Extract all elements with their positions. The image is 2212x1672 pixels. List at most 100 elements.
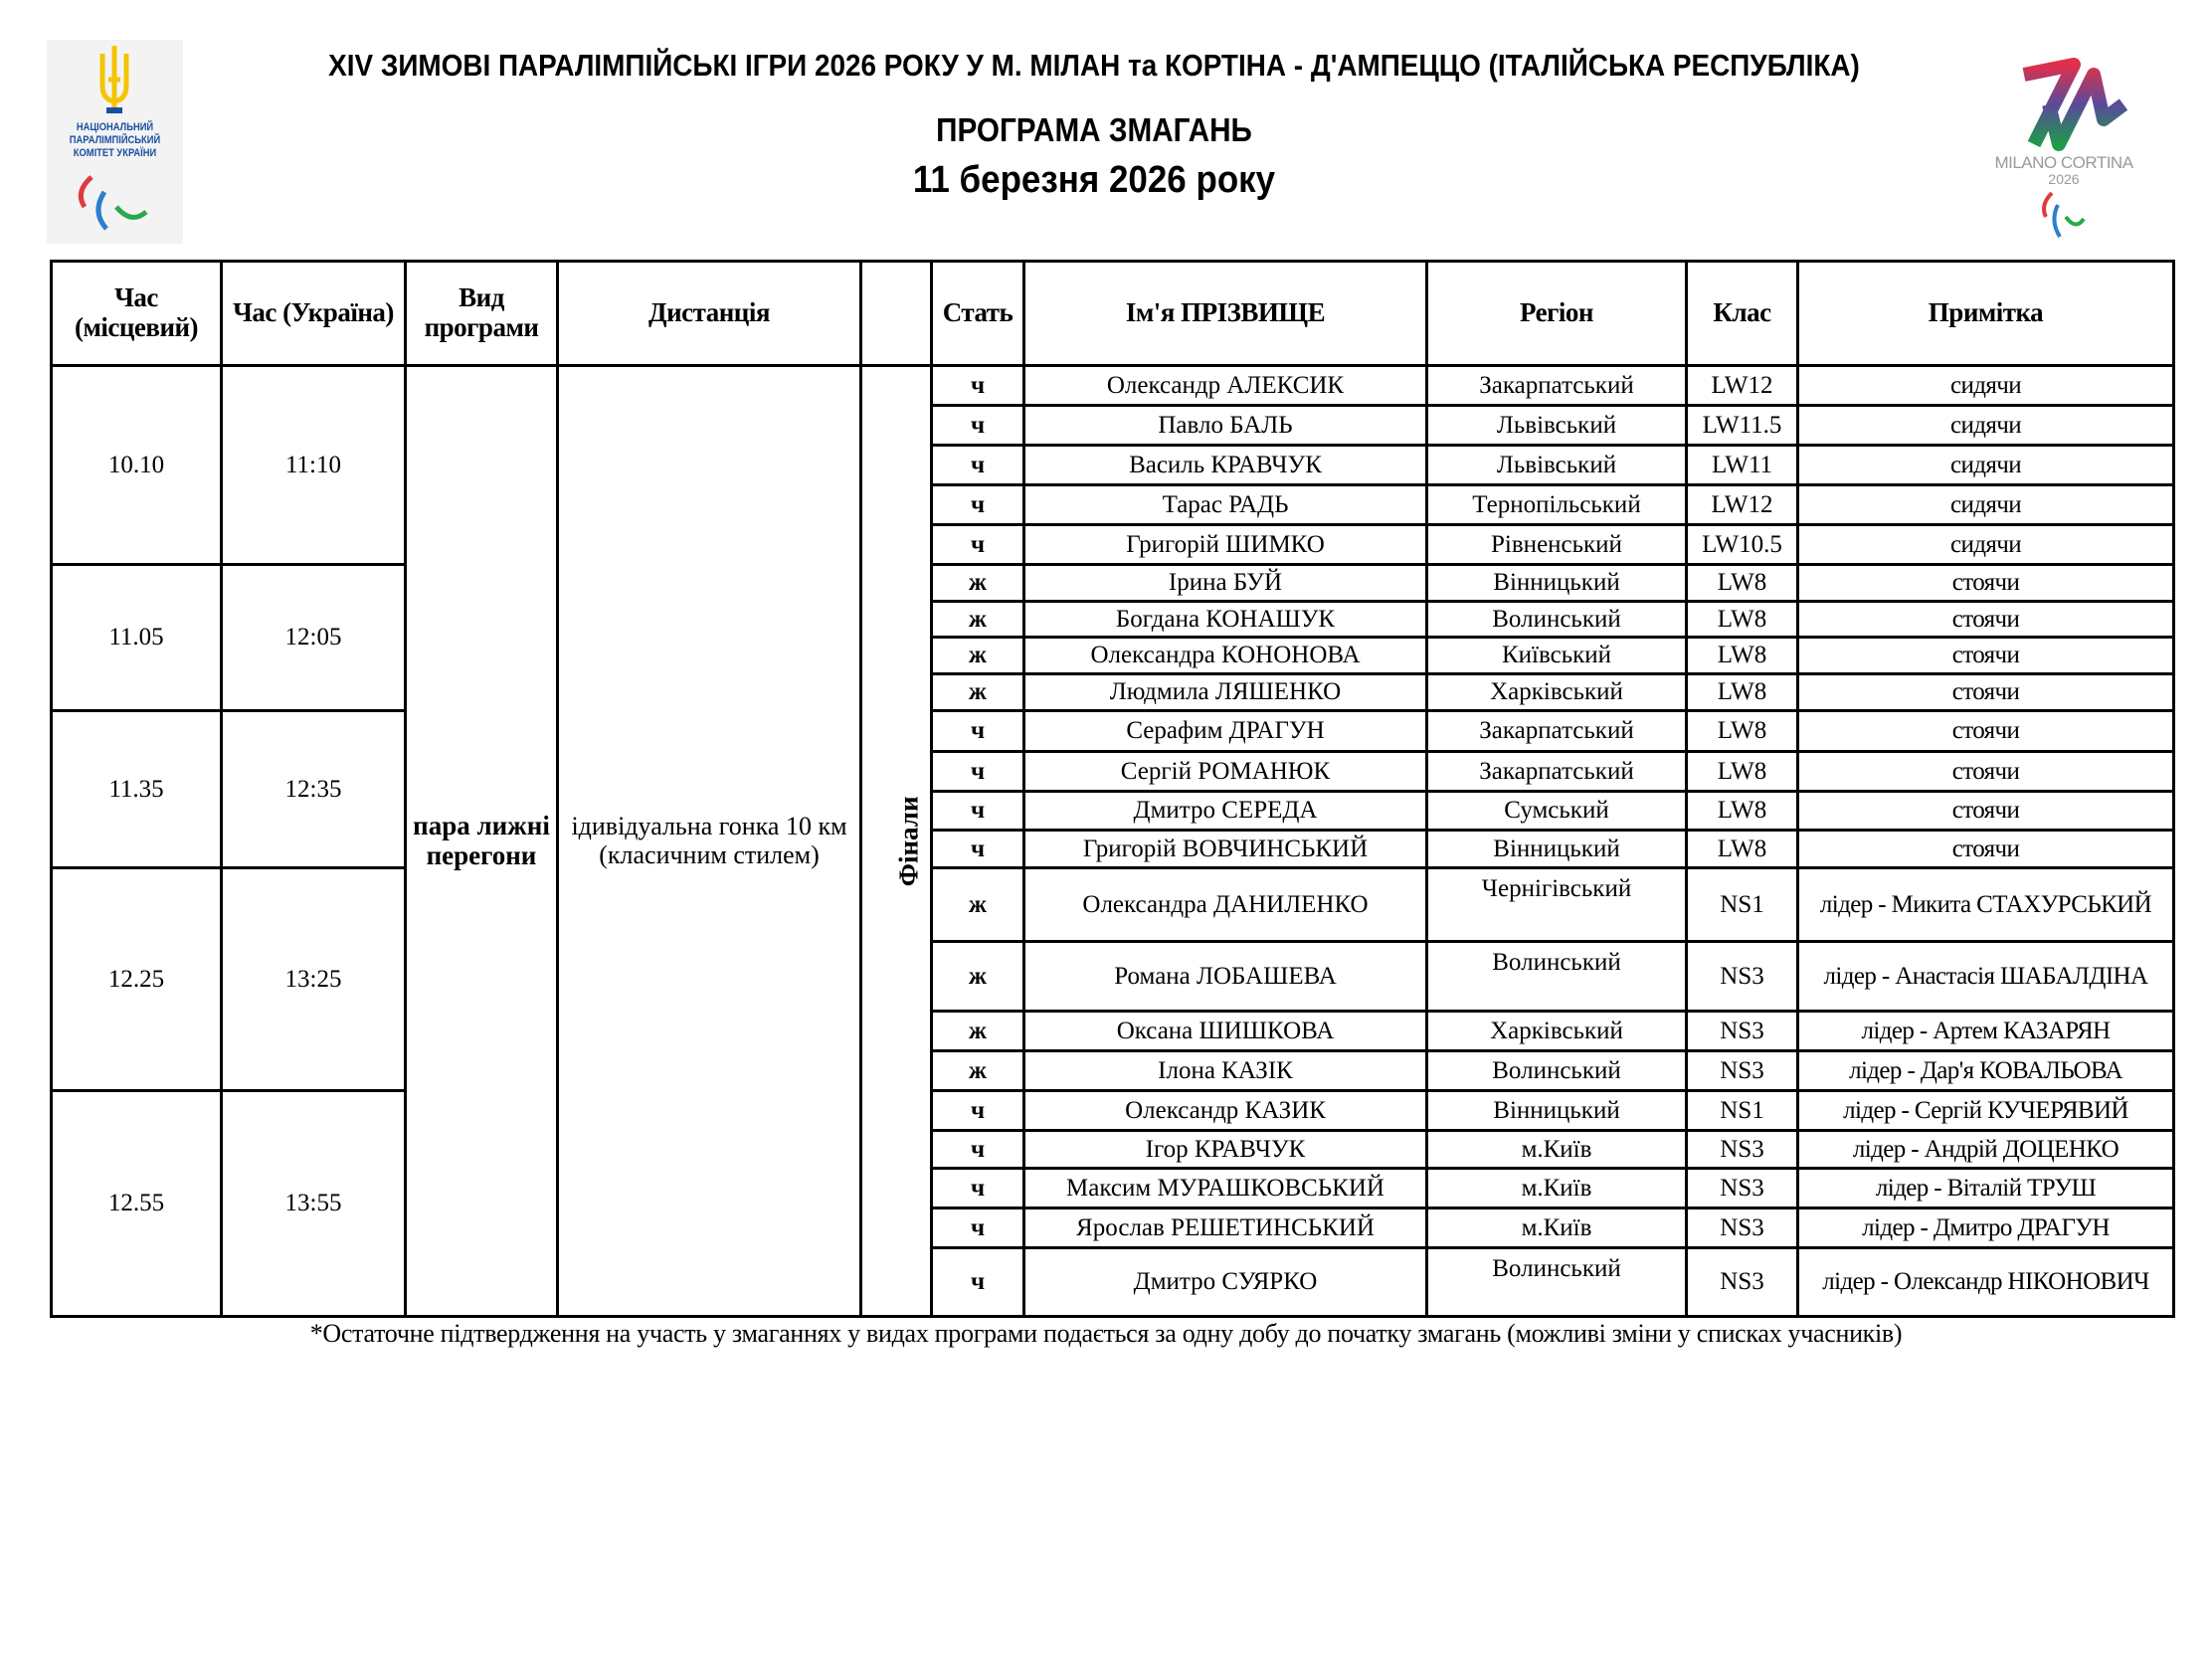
- athlete-name: Василь КРАВЧУК: [1022, 444, 1428, 486]
- note: стоячи: [1796, 636, 2175, 675]
- table-row: ч Григорій ВОВЧИНСЬКИЙ Вінницький LW8 стоячи: [52, 829, 2175, 869]
- class: LW8: [1685, 672, 1799, 712]
- athlete-name: Людмила ЛЯШЕНКО: [1022, 672, 1428, 712]
- table-row: ж Олександра КОНОНОВА Київський LW8 стоячи: [52, 636, 2175, 675]
- athlete-name: Дмитро СЕРЕДА: [1022, 790, 1428, 832]
- note: сидячи: [1796, 523, 2175, 566]
- class: NS1: [1685, 866, 1799, 943]
- table-row: ч Максим МУРАШКОВСЬКИЙ м.Київ NS3 лідер - Ві…: [52, 1167, 2175, 1209]
- region: Харківський: [1425, 672, 1688, 712]
- athlete-name: Богдана КОНАШУК: [1022, 600, 1428, 639]
- sex: ч: [930, 1207, 1025, 1249]
- region: Сумський: [1425, 790, 1688, 832]
- table-row: ж Оксана ШИШКОВА Харківський NS3 лідер - Арт…: [52, 1010, 2175, 1052]
- note: стоячи: [1796, 600, 2175, 639]
- region: Закарпатський: [1425, 364, 1688, 407]
- sex: ж: [930, 940, 1025, 1013]
- note: сидячи: [1796, 364, 2175, 407]
- sex: ч: [930, 709, 1025, 753]
- table-header-row: Час (місцевий) Час (Україна) Вид програми Д…: [50, 260, 2175, 367]
- sex: ж: [930, 1049, 1025, 1092]
- sex: ч: [930, 790, 1025, 832]
- athlete-name: Романа ЛОБАШЕВА: [1022, 940, 1428, 1013]
- sex: ч: [930, 444, 1025, 486]
- time-ukraine: 11:10: [220, 364, 407, 566]
- table-row: 12.25 13:25 ж Олександра ДАНИЛЕНКО Чернігівс…: [50, 866, 2175, 1092]
- region: Тернопільський: [1425, 483, 1688, 526]
- region: Вінницький: [1425, 563, 1688, 603]
- table-row: ч Тарас РАДЬ Тернопільський LW12 сидячи: [52, 483, 2175, 526]
- note: лідер - Олександр НІКОНОВИЧ: [1796, 1246, 2175, 1318]
- table-row: 11.05 12:05 ж Ірина БУЙ Вінницький LW8 стоячи: [50, 563, 2175, 712]
- region: м.Київ: [1425, 1167, 1688, 1209]
- class: NS3: [1685, 1010, 1799, 1052]
- athlete-name: Ілона КАЗІК: [1022, 1049, 1428, 1092]
- header-program: Вид програми: [404, 260, 559, 367]
- milano-cortina-emblem-icon: [2022, 58, 2128, 151]
- sex: ч: [930, 1167, 1025, 1209]
- sex: ч: [930, 829, 1025, 869]
- region: Львівський: [1425, 404, 1688, 447]
- table-row: ч Ярослав РЕШЕТИНСЬКИЙ м.Київ NS3 лідер - Дм…: [52, 1207, 2175, 1249]
- milano-cortina-logo: MILANO CORTINA 2026: [1974, 50, 2153, 249]
- region: Волинський: [1425, 940, 1688, 1013]
- header-time-ukraine: Час (Україна): [220, 260, 407, 367]
- footnote: *Остаточне підтвердження на участь у зма…: [309, 1319, 1903, 1348]
- sex: ч: [930, 523, 1025, 566]
- class: NS3: [1685, 1207, 1799, 1249]
- athlete-name: Тарас РАДЬ: [1022, 483, 1428, 526]
- table-row: ж Людмила ЛЯШЕНКО Харківський LW8 стоячи: [52, 672, 2175, 712]
- class: LW8: [1685, 709, 1799, 753]
- region: Закарпатський: [1425, 750, 1688, 793]
- athlete-name: Олександра ДАНИЛЕНКО: [1022, 866, 1428, 943]
- note: лідер - Микита СТАХУРСЬКИЙ: [1796, 866, 2175, 943]
- time-local: 12.25: [50, 866, 223, 1092]
- header-sex: Стать: [930, 260, 1025, 367]
- agitos-icon: [78, 175, 148, 231]
- sex: ч: [930, 1089, 1025, 1132]
- header-distance: Дистанція: [556, 260, 862, 367]
- class: LW12: [1685, 483, 1799, 526]
- athlete-name: Оксана ШИШКОВА: [1022, 1010, 1428, 1052]
- note: лідер - Анастасія ШАБАЛДІНА: [1796, 940, 2175, 1013]
- page-title: ПРОГРАМА ЗМАГАНЬ: [936, 111, 1252, 148]
- stage: Фінали: [859, 364, 933, 1318]
- note: стоячи: [1796, 672, 2175, 712]
- athlete-name: Максим МУРАШКОВСЬКИЙ: [1022, 1167, 1428, 1209]
- table-row: ч Дмитро СУЯРКО Волинський NS3 лідер - Олекс…: [52, 1246, 2175, 1318]
- table-row: 11.35 12:35 ч Серафим ДРАГУН Закарпатський LW…: [50, 709, 2175, 869]
- class: LW10.5: [1685, 523, 1799, 566]
- time-local: 11.35: [50, 709, 223, 869]
- class: LW8: [1685, 636, 1799, 675]
- sex: ж: [930, 600, 1025, 639]
- athlete-name: Серафим ДРАГУН: [1022, 709, 1428, 753]
- trident-icon: [99, 46, 129, 113]
- time-ukraine: 13:25: [220, 866, 407, 1092]
- note: стоячи: [1796, 790, 2175, 832]
- class: LW12: [1685, 364, 1799, 407]
- region: Волинський: [1425, 1049, 1688, 1092]
- athlete-name: Олександр АЛЕКСИК: [1022, 364, 1428, 407]
- class: LW8: [1685, 600, 1799, 639]
- region: м.Київ: [1425, 1207, 1688, 1249]
- sex: ч: [930, 404, 1025, 447]
- region: Чернігівський: [1425, 866, 1688, 943]
- schedule-date: 11 березня 2026 року: [912, 159, 1276, 201]
- athlete-name: Ярослав РЕШЕТИНСЬКИЙ: [1022, 1207, 1428, 1249]
- class: LW11.5: [1685, 404, 1799, 447]
- region: Вінницький: [1425, 1089, 1688, 1132]
- note: стоячи: [1796, 563, 2175, 603]
- note: лідер - Сергій КУЧЕРЯВИЙ: [1796, 1089, 2175, 1132]
- sex: ж: [930, 636, 1025, 675]
- sex: ч: [930, 483, 1025, 526]
- note: сидячи: [1796, 483, 2175, 526]
- agitos-icon: [2042, 191, 2086, 239]
- distance: ідивідуальна гонка 10 км (класичним стил…: [556, 364, 862, 1318]
- class: LW8: [1685, 563, 1799, 603]
- competition-schedule-table: Час (місцевий) Час (Україна) Вид програми Д…: [50, 260, 2175, 1318]
- athlete-name: Ірина БУЙ: [1022, 563, 1428, 603]
- table-row: ч Григорій ШИМКО Рівненський LW10.5 сидячи: [52, 523, 2175, 566]
- time-ukraine: 12:35: [220, 709, 407, 869]
- header-stage: [859, 260, 933, 367]
- region: Харківський: [1425, 1010, 1688, 1052]
